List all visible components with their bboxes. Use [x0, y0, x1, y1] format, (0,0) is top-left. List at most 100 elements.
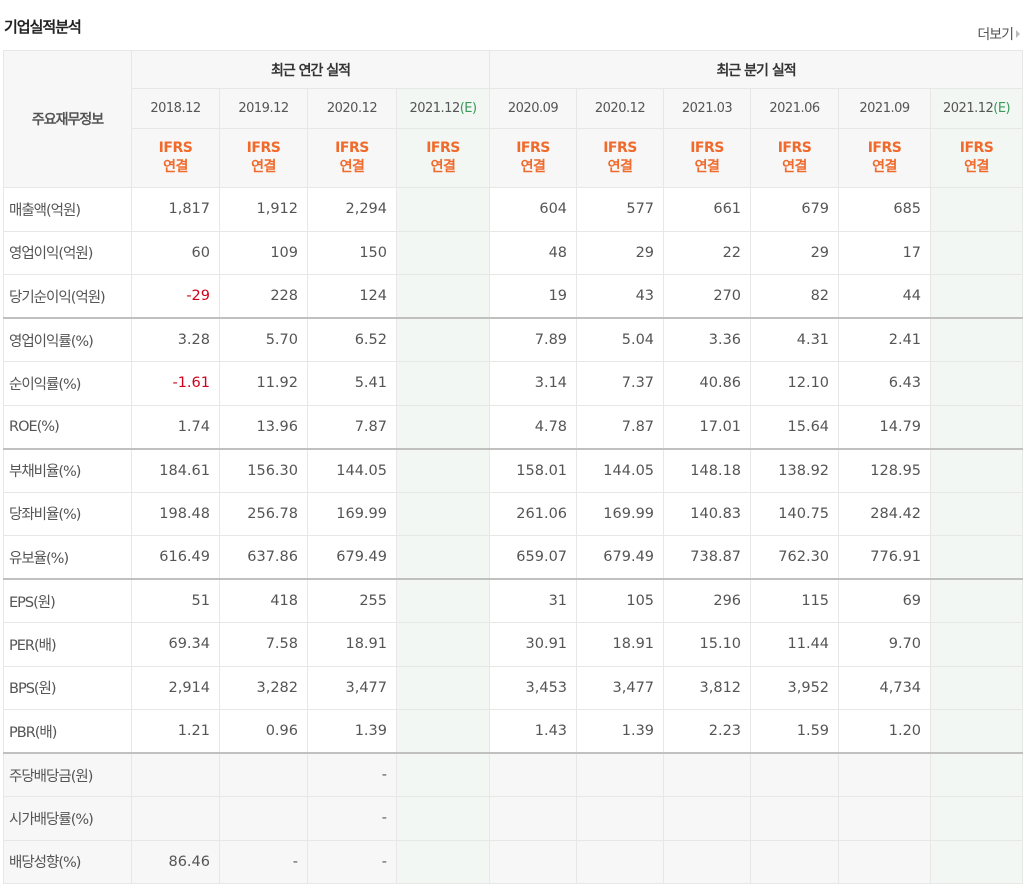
value-cell — [663, 839, 752, 884]
period-date: 2020.12 — [326, 101, 378, 116]
value-cell: - — [307, 752, 397, 797]
period-date: 2019.12 — [238, 101, 289, 116]
consolidation-type-label: 연결 — [694, 159, 720, 175]
value-cell: 616.49 — [131, 535, 220, 580]
consolidation-type-label: 연결 — [430, 159, 456, 175]
value-cell: 11.92 — [219, 361, 308, 406]
value-cell: 150 — [307, 230, 397, 275]
section-title: 기업실적분석 — [4, 18, 82, 36]
accounting-standard-header: IFRS 연결 — [930, 128, 1024, 188]
value-cell — [930, 317, 1024, 362]
value-cell — [131, 796, 220, 841]
period-date: 2021.12 — [943, 101, 994, 116]
table-row: ROE(%) 1.74 13.96 7.87 4.78 7.87 17.01 15.64 14.… — [3, 404, 1024, 449]
value-cell — [219, 752, 308, 797]
value-cell: 184.61 — [131, 447, 220, 493]
value-cell: 169.99 — [307, 491, 397, 536]
value-cell: - — [219, 839, 308, 884]
value-cell: 255 — [307, 578, 397, 623]
ifrs-label: IFRS — [246, 140, 281, 156]
value-cell: 115 — [750, 578, 840, 623]
ifrs-label: IFRS — [335, 140, 369, 156]
value-cell: 7.87 — [307, 404, 397, 449]
value-cell: 14.79 — [838, 404, 932, 449]
row-label: 유보율(%) — [3, 535, 132, 580]
value-cell — [838, 752, 932, 797]
period-date-header: 2020.12 — [576, 88, 665, 129]
value-cell: 679.49 — [307, 535, 397, 580]
estimate-marker: (E) — [993, 101, 1011, 116]
more-link-label: 더보기 — [977, 27, 1014, 43]
value-cell — [663, 796, 752, 841]
value-cell: 4.31 — [750, 317, 840, 362]
value-cell — [750, 839, 840, 884]
table-row: 주당배당금(원) - — [3, 752, 1024, 797]
period-date: 2020.12 — [594, 101, 646, 116]
more-link[interactable]: 더보기 — [977, 24, 1020, 44]
value-cell — [131, 752, 220, 797]
value-cell — [395, 796, 491, 841]
row-label: 영업이익률(%) — [3, 317, 132, 362]
value-cell — [395, 447, 491, 493]
value-cell — [930, 665, 1024, 710]
value-cell — [395, 274, 491, 319]
accounting-standard-header: IFRS 연결 — [663, 128, 752, 188]
value-cell: 13.96 — [219, 404, 308, 449]
value-cell — [395, 752, 491, 797]
value-cell — [395, 230, 491, 275]
value-cell: 5.41 — [307, 361, 397, 406]
consolidation-type-label: 연결 — [782, 159, 807, 175]
value-cell — [930, 752, 1024, 797]
value-cell: 138.92 — [750, 447, 840, 493]
row-label: 주당배당금(원) — [3, 752, 132, 797]
ifrs-label: IFRS — [158, 140, 193, 156]
table-row: 당기순이익(억원) -29 228 124 19 43 270 82 44 — [3, 274, 1024, 319]
value-cell: 6.52 — [307, 317, 397, 362]
value-cell — [395, 839, 491, 884]
value-cell — [930, 230, 1024, 275]
row-label: 매출액(억원) — [3, 187, 132, 232]
value-cell: 19 — [489, 274, 578, 319]
value-cell: 637.86 — [219, 535, 308, 580]
value-cell: 5.70 — [219, 317, 308, 362]
value-cell: 169.99 — [576, 491, 665, 536]
value-cell: 2.41 — [838, 317, 932, 362]
value-cell: - — [307, 796, 397, 841]
period-date-header: 2018.12 — [131, 88, 220, 129]
value-cell — [395, 535, 491, 580]
corner-label: 주요재무정보 — [3, 50, 132, 188]
value-cell: 31 — [489, 578, 578, 623]
value-cell: 270 — [663, 274, 752, 319]
value-cell: 44 — [838, 274, 932, 319]
ifrs-label: IFRS — [426, 140, 460, 156]
value-cell — [930, 796, 1024, 841]
ifrs-label: IFRS — [959, 140, 994, 156]
row-label: PER(배) — [3, 622, 132, 667]
value-cell — [930, 578, 1024, 623]
row-label: ROE(%) — [3, 404, 132, 449]
accounting-standard-header: IFRS 연결 — [307, 128, 397, 188]
table-row: PER(배) 69.34 7.58 18.91 30.91 18.91 15.10 11.44… — [3, 622, 1024, 667]
value-cell: 124 — [307, 274, 397, 319]
table-row: EPS(원) 51 418 255 31 105 296 115 69 — [3, 578, 1024, 623]
value-cell: 1,817 — [131, 187, 220, 232]
row-label: 당기순이익(억원) — [3, 274, 132, 319]
value-cell: 4,734 — [838, 665, 932, 710]
value-cell: 1.20 — [838, 709, 932, 754]
value-cell: 2,294 — [307, 187, 397, 232]
period-date: 2021.09 — [859, 101, 910, 116]
value-cell — [576, 839, 665, 884]
period-date: 2020.09 — [507, 101, 559, 116]
table-row: BPS(원) 2,914 3,282 3,477 3,453 3,477 3,812 3,95… — [3, 665, 1024, 710]
value-cell: 7.58 — [219, 622, 308, 667]
annual-group-header: 최근 연간 실적 — [130, 50, 491, 89]
value-cell: 1.43 — [489, 709, 578, 754]
value-cell: 140.83 — [663, 491, 752, 536]
table-row: 시가배당률(%) - — [3, 796, 1024, 841]
value-cell — [930, 535, 1024, 580]
value-cell — [395, 491, 491, 536]
consolidation-type-label: 연결 — [872, 159, 897, 175]
value-cell: 3.28 — [131, 317, 220, 362]
table-row: 영업이익(억원) 60 109 150 48 29 22 29 17 — [3, 230, 1024, 275]
row-label: 당좌비율(%) — [3, 491, 132, 536]
